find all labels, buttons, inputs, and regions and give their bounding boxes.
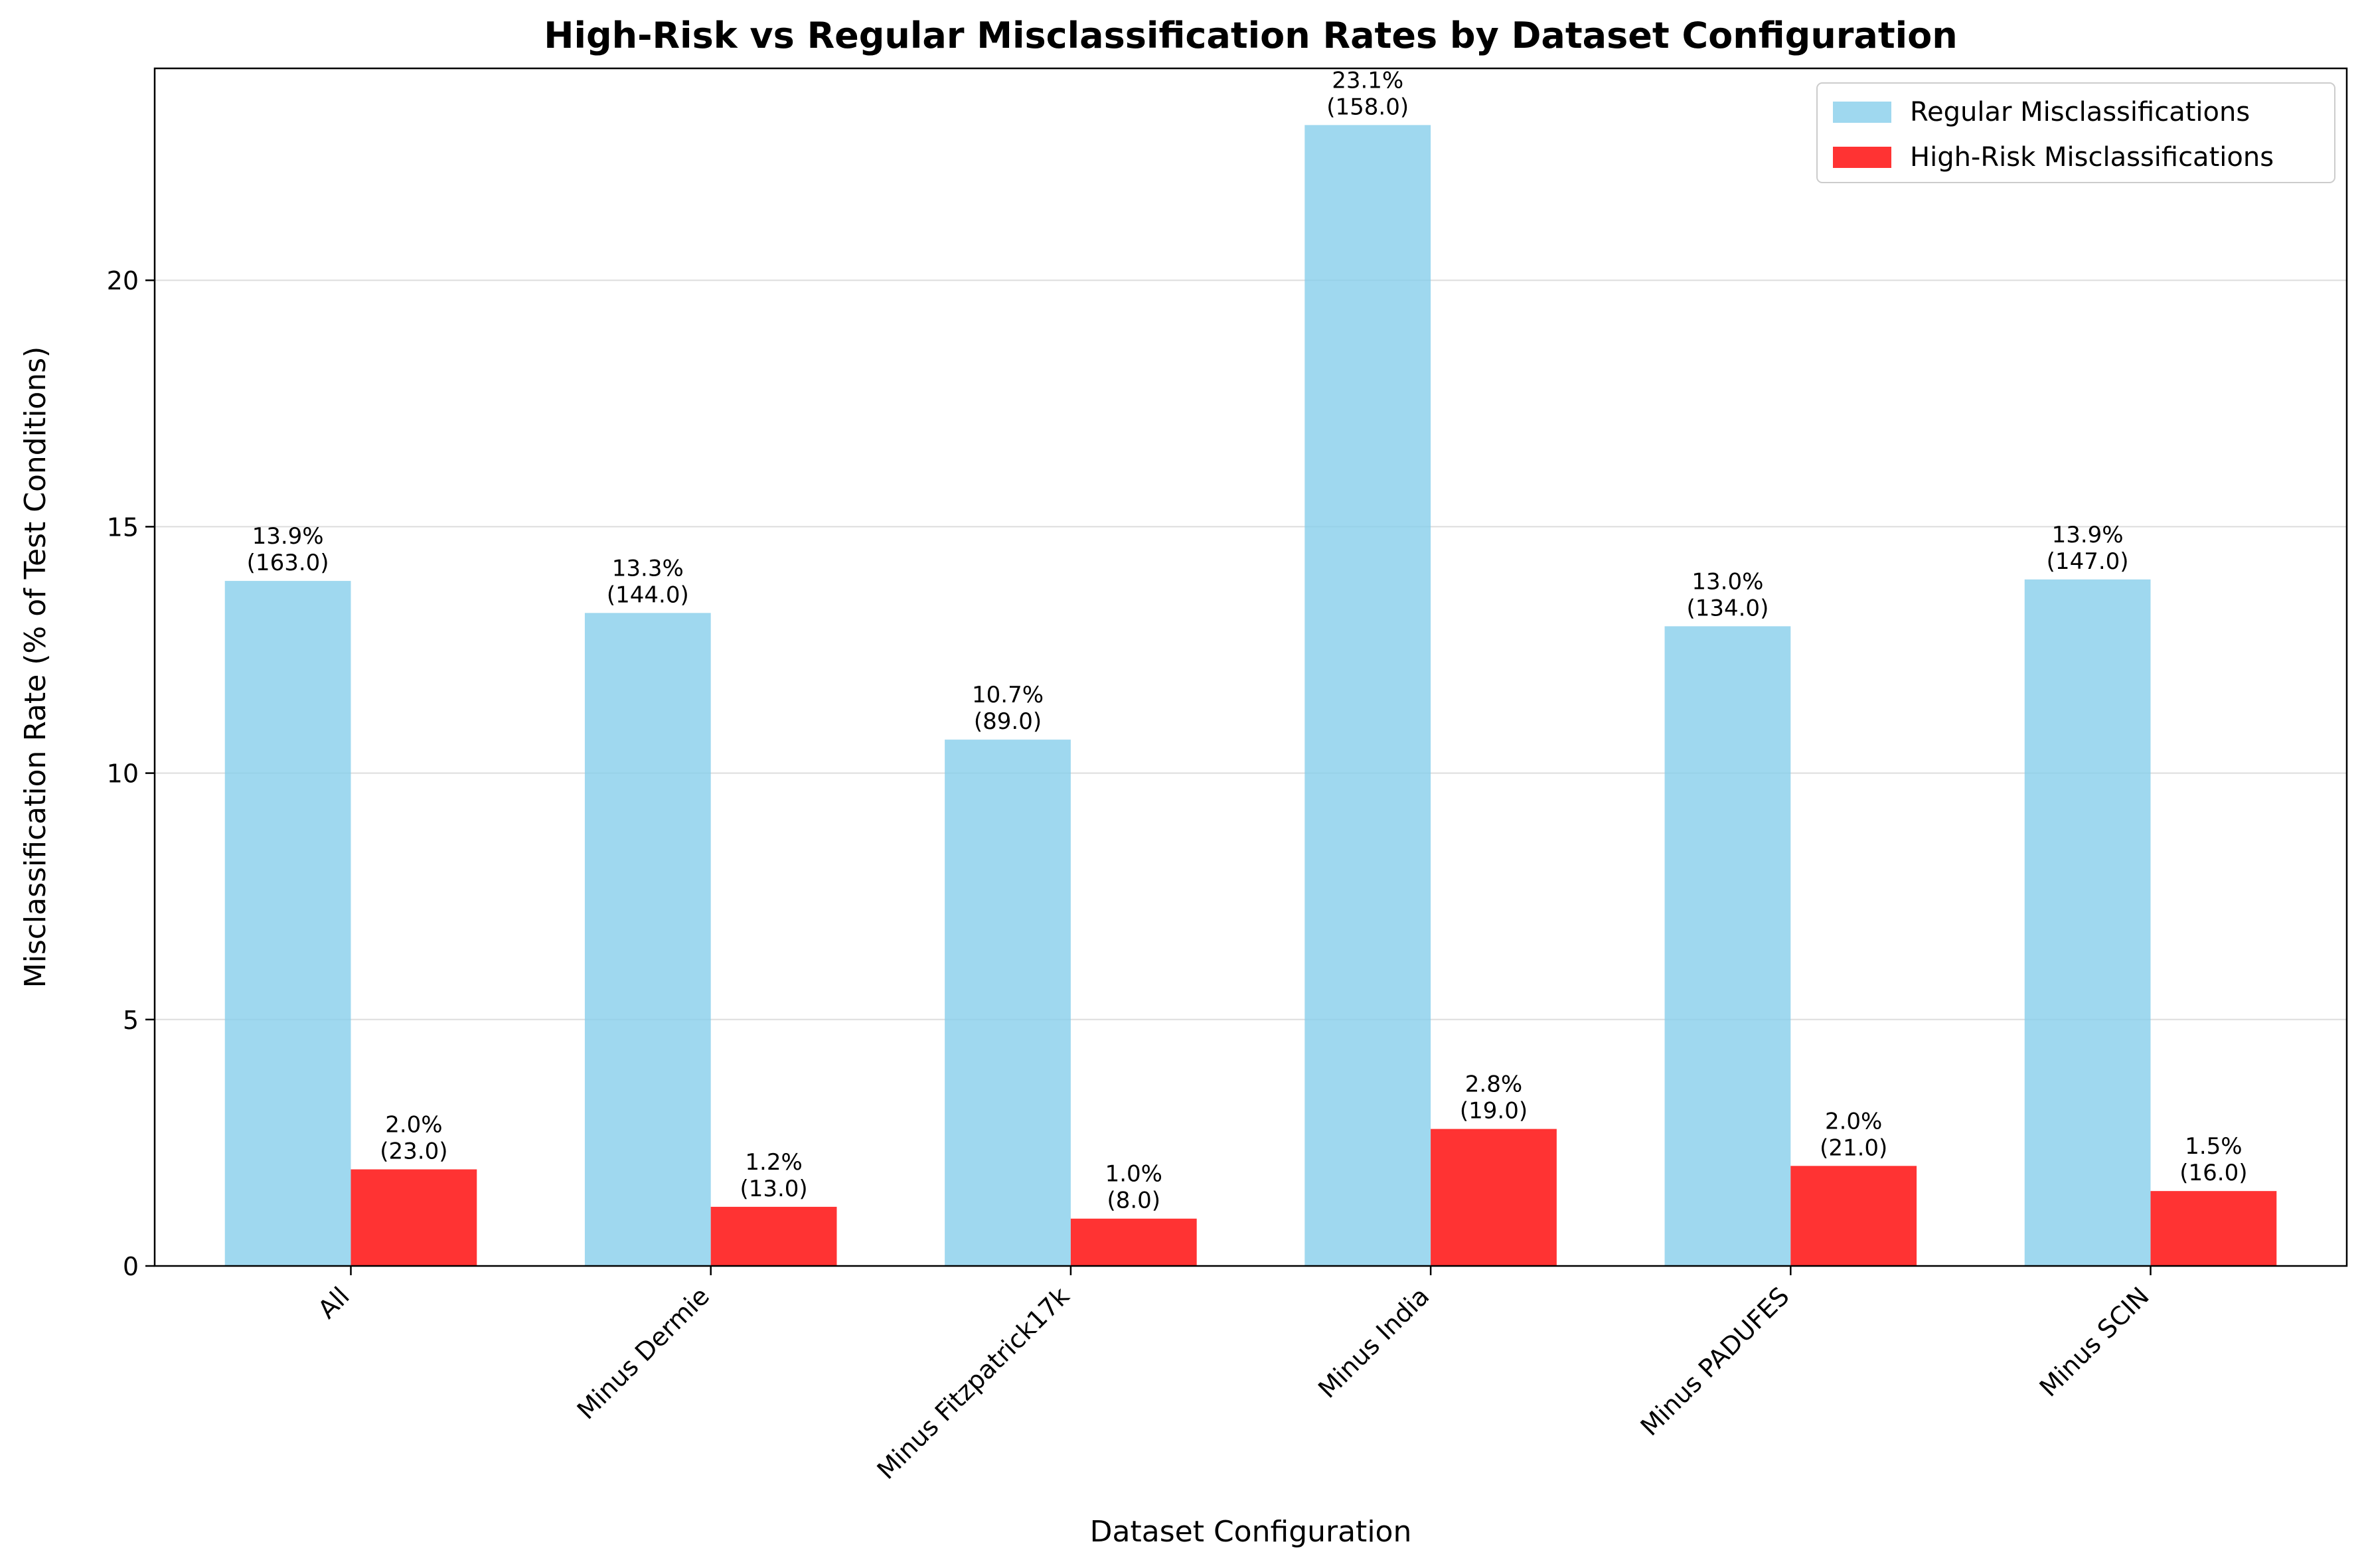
regular-bar (2024, 579, 2151, 1266)
y-tick-label: 10 (107, 759, 139, 789)
regular-data-label: 10.7% (89.0) (972, 682, 1044, 735)
y-axis-label: Misclassification Rate (% of Test Condit… (19, 347, 52, 988)
y-tick-label: 20 (107, 266, 139, 295)
regular-data-label: 23.1% (158.0) (1326, 67, 1409, 120)
high-risk-bar (1431, 1129, 1557, 1266)
regular-bar (1664, 626, 1791, 1266)
regular-data-label: 13.3% (144.0) (607, 555, 689, 608)
bars (224, 125, 2277, 1266)
legend-box (1816, 82, 2335, 183)
regular-bar (1304, 125, 1431, 1266)
legend: Regular Misclassifications High-Risk Misc… (1816, 82, 2335, 183)
plot-frame (153, 67, 2348, 1267)
high-risk-bar (2150, 1191, 2277, 1266)
data-labels: 13.9% (163.0) 13.3% (144.0) 10.7% (89.0) 23.1%… (247, 67, 2248, 1214)
high-risk-data-label: 1.2% (13.0) (740, 1149, 807, 1202)
y-tick-label: 5 (123, 1006, 139, 1035)
high-risk-data-label: 2.8% (19.0) (1460, 1071, 1528, 1125)
regular-bar (224, 581, 351, 1266)
high-risk-data-label: 2.0% (21.0) (1820, 1108, 1887, 1161)
y-tick-label: 0 (123, 1252, 139, 1281)
regular-data-label: 13.9% (147.0) (2047, 522, 2129, 575)
legend-label: High-Risk Misclassifications (1910, 142, 2274, 173)
legend-swatch (1833, 147, 1891, 168)
y-tick-label: 15 (107, 512, 139, 542)
high-risk-data-label: 2.0% (23.0) (380, 1111, 447, 1164)
legend-swatch (1833, 102, 1891, 123)
chart-title: High-Risk vs Regular Misclassification R… (544, 15, 1957, 56)
high-risk-bar (1790, 1166, 1917, 1266)
regular-bar (945, 740, 1071, 1266)
high-risk-data-label: 1.5% (16.0) (2179, 1133, 2247, 1186)
high-risk-bar (351, 1169, 477, 1266)
regular-data-label: 13.0% (134.0) (1686, 568, 1769, 621)
regular-data-label: 13.9% (163.0) (247, 523, 329, 576)
high-risk-bar (710, 1206, 837, 1266)
regular-bar (584, 613, 711, 1266)
x-axis-label: Dataset Configuration (1090, 1515, 1412, 1549)
high-risk-bar (1070, 1218, 1197, 1266)
grid-lines (155, 279, 2347, 1020)
legend-label: Regular Misclassifications (1910, 97, 2250, 127)
high-risk-data-label: 1.0% (8.0) (1105, 1161, 1162, 1214)
